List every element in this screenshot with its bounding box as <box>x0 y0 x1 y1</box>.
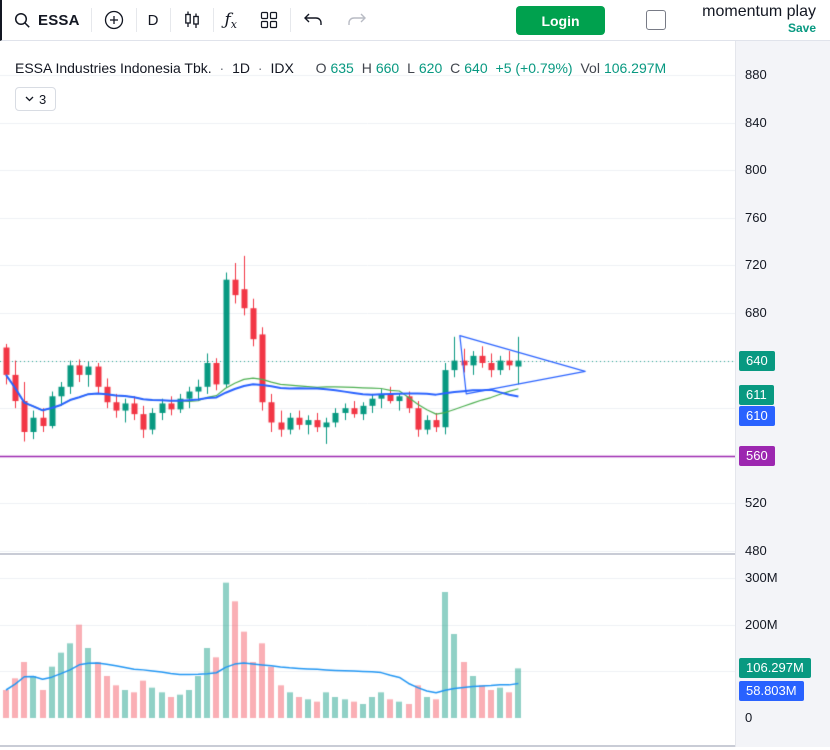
undo-button[interactable] <box>291 0 335 40</box>
header-exchange: IDX <box>270 60 294 76</box>
price-badge: 611 <box>739 385 774 405</box>
volume-tick: 300M <box>745 570 778 585</box>
save-layout-button[interactable]: Save <box>787 21 816 35</box>
price-tick: 800 <box>745 162 767 177</box>
redo-icon <box>348 13 367 25</box>
close-value: 640 <box>464 60 488 76</box>
price-tick: 880 <box>745 67 767 82</box>
toolbar-divider <box>212 8 214 32</box>
price-badge: 640 <box>739 351 775 371</box>
undo-icon <box>304 13 322 25</box>
login-button[interactable]: Login <box>516 6 605 35</box>
low-label: L <box>407 60 415 76</box>
price-tick: 480 <box>745 543 767 558</box>
indicators-count: 3 <box>39 91 47 107</box>
indicators-collapse-chip[interactable]: 3 <box>15 87 57 111</box>
high-value: 660 <box>375 60 400 76</box>
symbol-title[interactable]: ESSA Industries Indonesia Tbk. <box>15 60 212 76</box>
chevron-down-icon <box>25 96 34 102</box>
chart-style-button[interactable] <box>171 0 213 40</box>
volume-value: 106.297M <box>603 60 667 76</box>
layout-name-block[interactable]: momentum play Save <box>702 2 816 36</box>
price-badge: 610 <box>739 406 775 426</box>
price-tick: 680 <box>745 305 767 320</box>
layout-grid-button[interactable] <box>248 0 290 40</box>
layout-name[interactable]: momentum play <box>702 3 816 20</box>
low-value: 620 <box>418 60 443 76</box>
volume-badge: 58.803M <box>739 681 804 701</box>
candlestick-icon <box>184 11 199 28</box>
volume-tick: 0 <box>745 710 753 725</box>
price-axis[interactable]: 880 840 800 760 720 680 520 480 640 611 610 560 300M… <box>735 41 830 747</box>
pane-separator[interactable] <box>0 745 830 747</box>
price-tick: 840 <box>745 115 767 130</box>
interval-button[interactable]: D <box>147 11 159 29</box>
symbol-name: ESSA <box>38 11 80 29</box>
open-label: O <box>315 60 327 76</box>
redo-button[interactable] <box>335 0 379 40</box>
symbol-search-button[interactable]: ESSA <box>2 0 91 40</box>
toolbar-divider <box>90 8 92 32</box>
search-icon <box>14 12 30 28</box>
compare-add-symbol-button[interactable] <box>92 0 136 40</box>
fx-icon: ƒx <box>224 9 238 31</box>
toolbar: ESSA D ƒx <box>0 0 830 41</box>
change-value: +5 (+0.79%) <box>495 60 573 76</box>
close-label: C <box>450 60 461 76</box>
toolbar-divider <box>135 8 137 32</box>
grid-layout-icon <box>260 11 278 29</box>
plus-circle-icon <box>104 10 123 30</box>
pane-separator[interactable] <box>0 553 830 555</box>
volume-badge: 106.297M <box>739 658 811 678</box>
high-label: H <box>361 60 372 76</box>
volume-tick: 200M <box>745 617 778 632</box>
price-tick: 720 <box>745 257 767 272</box>
volume-chart-canvas[interactable] <box>0 555 735 745</box>
price-tick: 520 <box>745 495 767 510</box>
toolbar-divider <box>169 8 171 32</box>
open-value: 635 <box>330 60 354 76</box>
indicators-button[interactable]: ƒx <box>214 0 249 40</box>
toolbar-divider <box>290 8 292 32</box>
symbol-header: ESSA Industries Indonesia Tbk. · 1D · ID… <box>15 60 667 76</box>
volume-label: Vol <box>580 60 600 76</box>
price-chart-canvas[interactable] <box>0 41 735 553</box>
header-interval[interactable]: 1D <box>232 60 250 76</box>
price-badge: 560 <box>739 446 775 466</box>
layout-checkbox[interactable] <box>646 10 666 30</box>
price-tick: 760 <box>745 210 767 225</box>
